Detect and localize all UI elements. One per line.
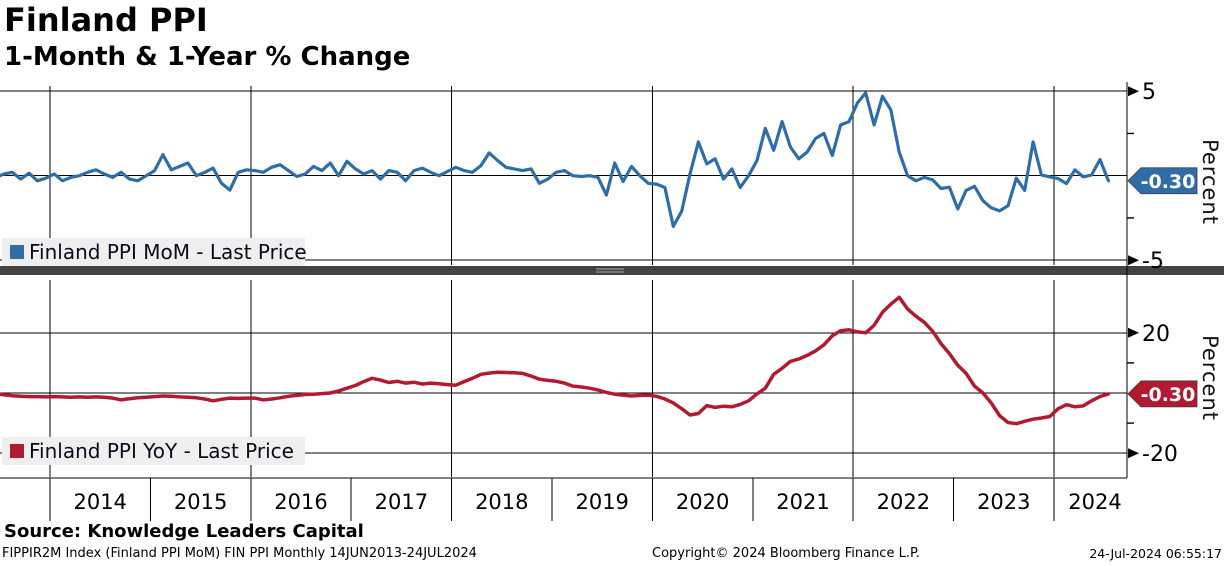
y-axis-tick-arrow-icon bbox=[1128, 86, 1139, 97]
x-axis-year-label: 2021 bbox=[776, 490, 829, 514]
yoy-swatch-icon bbox=[10, 444, 24, 458]
x-axis-year-label: 2022 bbox=[877, 490, 930, 514]
yoy-last-price-tag bbox=[1127, 380, 1198, 408]
panel-separator bbox=[0, 266, 1224, 275]
y-axis-tick-arrow-icon bbox=[1128, 327, 1139, 338]
y-axis-title-top: Percent bbox=[1198, 138, 1222, 226]
legend-mom-label: Finland PPI MoM - Last Price bbox=[29, 240, 307, 264]
y-axis-tick-label: -20 bbox=[1142, 442, 1178, 467]
legend-mom[interactable]: Finland PPI MoM - Last Price bbox=[2, 238, 307, 266]
page-title: Finland PPI bbox=[4, 1, 208, 39]
copyright-notice: Copyright© 2024 Bloomberg Finance L.P. bbox=[652, 546, 920, 561]
x-axis-year-label: 2018 bbox=[475, 490, 528, 514]
legend-yoy-label: Finland PPI YoY - Last Price bbox=[29, 439, 294, 463]
y-axis-tick-arrow-icon bbox=[1128, 255, 1139, 266]
y-axis-tick-arrow-icon bbox=[1128, 448, 1139, 459]
mom-line[interactable] bbox=[0, 91, 1111, 228]
yoy-line[interactable] bbox=[0, 295, 1111, 426]
y-axis-title-bottom: Percent bbox=[1198, 334, 1222, 422]
x-axis-year-label: 2023 bbox=[977, 490, 1030, 514]
timestamp: 24-Jul-2024 06:55:17 bbox=[1089, 546, 1222, 561]
x-axis-year-label: 2015 bbox=[174, 490, 227, 514]
x-axis-year-label: 2014 bbox=[73, 490, 126, 514]
page-subtitle: 1-Month & 1-Year % Change bbox=[4, 42, 411, 72]
y-axis-tick-label: -5 bbox=[1142, 249, 1164, 274]
ticker-description: FIPPIR2M Index (Finland PPI MoM) FIN PPI… bbox=[2, 546, 477, 561]
x-axis-year-label: 2024 bbox=[1068, 490, 1121, 514]
source-caption: Source: Knowledge Leaders Capital bbox=[4, 521, 364, 542]
x-axis-year-label: 2017 bbox=[375, 490, 428, 514]
y-axis-tick-label: 20 bbox=[1142, 322, 1170, 347]
mom-last-price-tag bbox=[1127, 167, 1198, 195]
x-axis-year-label: 2020 bbox=[676, 490, 729, 514]
y-axis-tick-label: 5 bbox=[1142, 80, 1156, 105]
last-price-tag-value: -0.30 bbox=[1141, 171, 1196, 193]
last-price-tag-value: -0.30 bbox=[1141, 384, 1196, 406]
legend-yoy[interactable]: Finland PPI YoY - Last Price bbox=[2, 437, 305, 465]
x-axis-year-label: 2019 bbox=[575, 490, 628, 514]
x-axis-year-label: 2016 bbox=[274, 490, 327, 514]
mom-swatch-icon bbox=[10, 245, 24, 259]
